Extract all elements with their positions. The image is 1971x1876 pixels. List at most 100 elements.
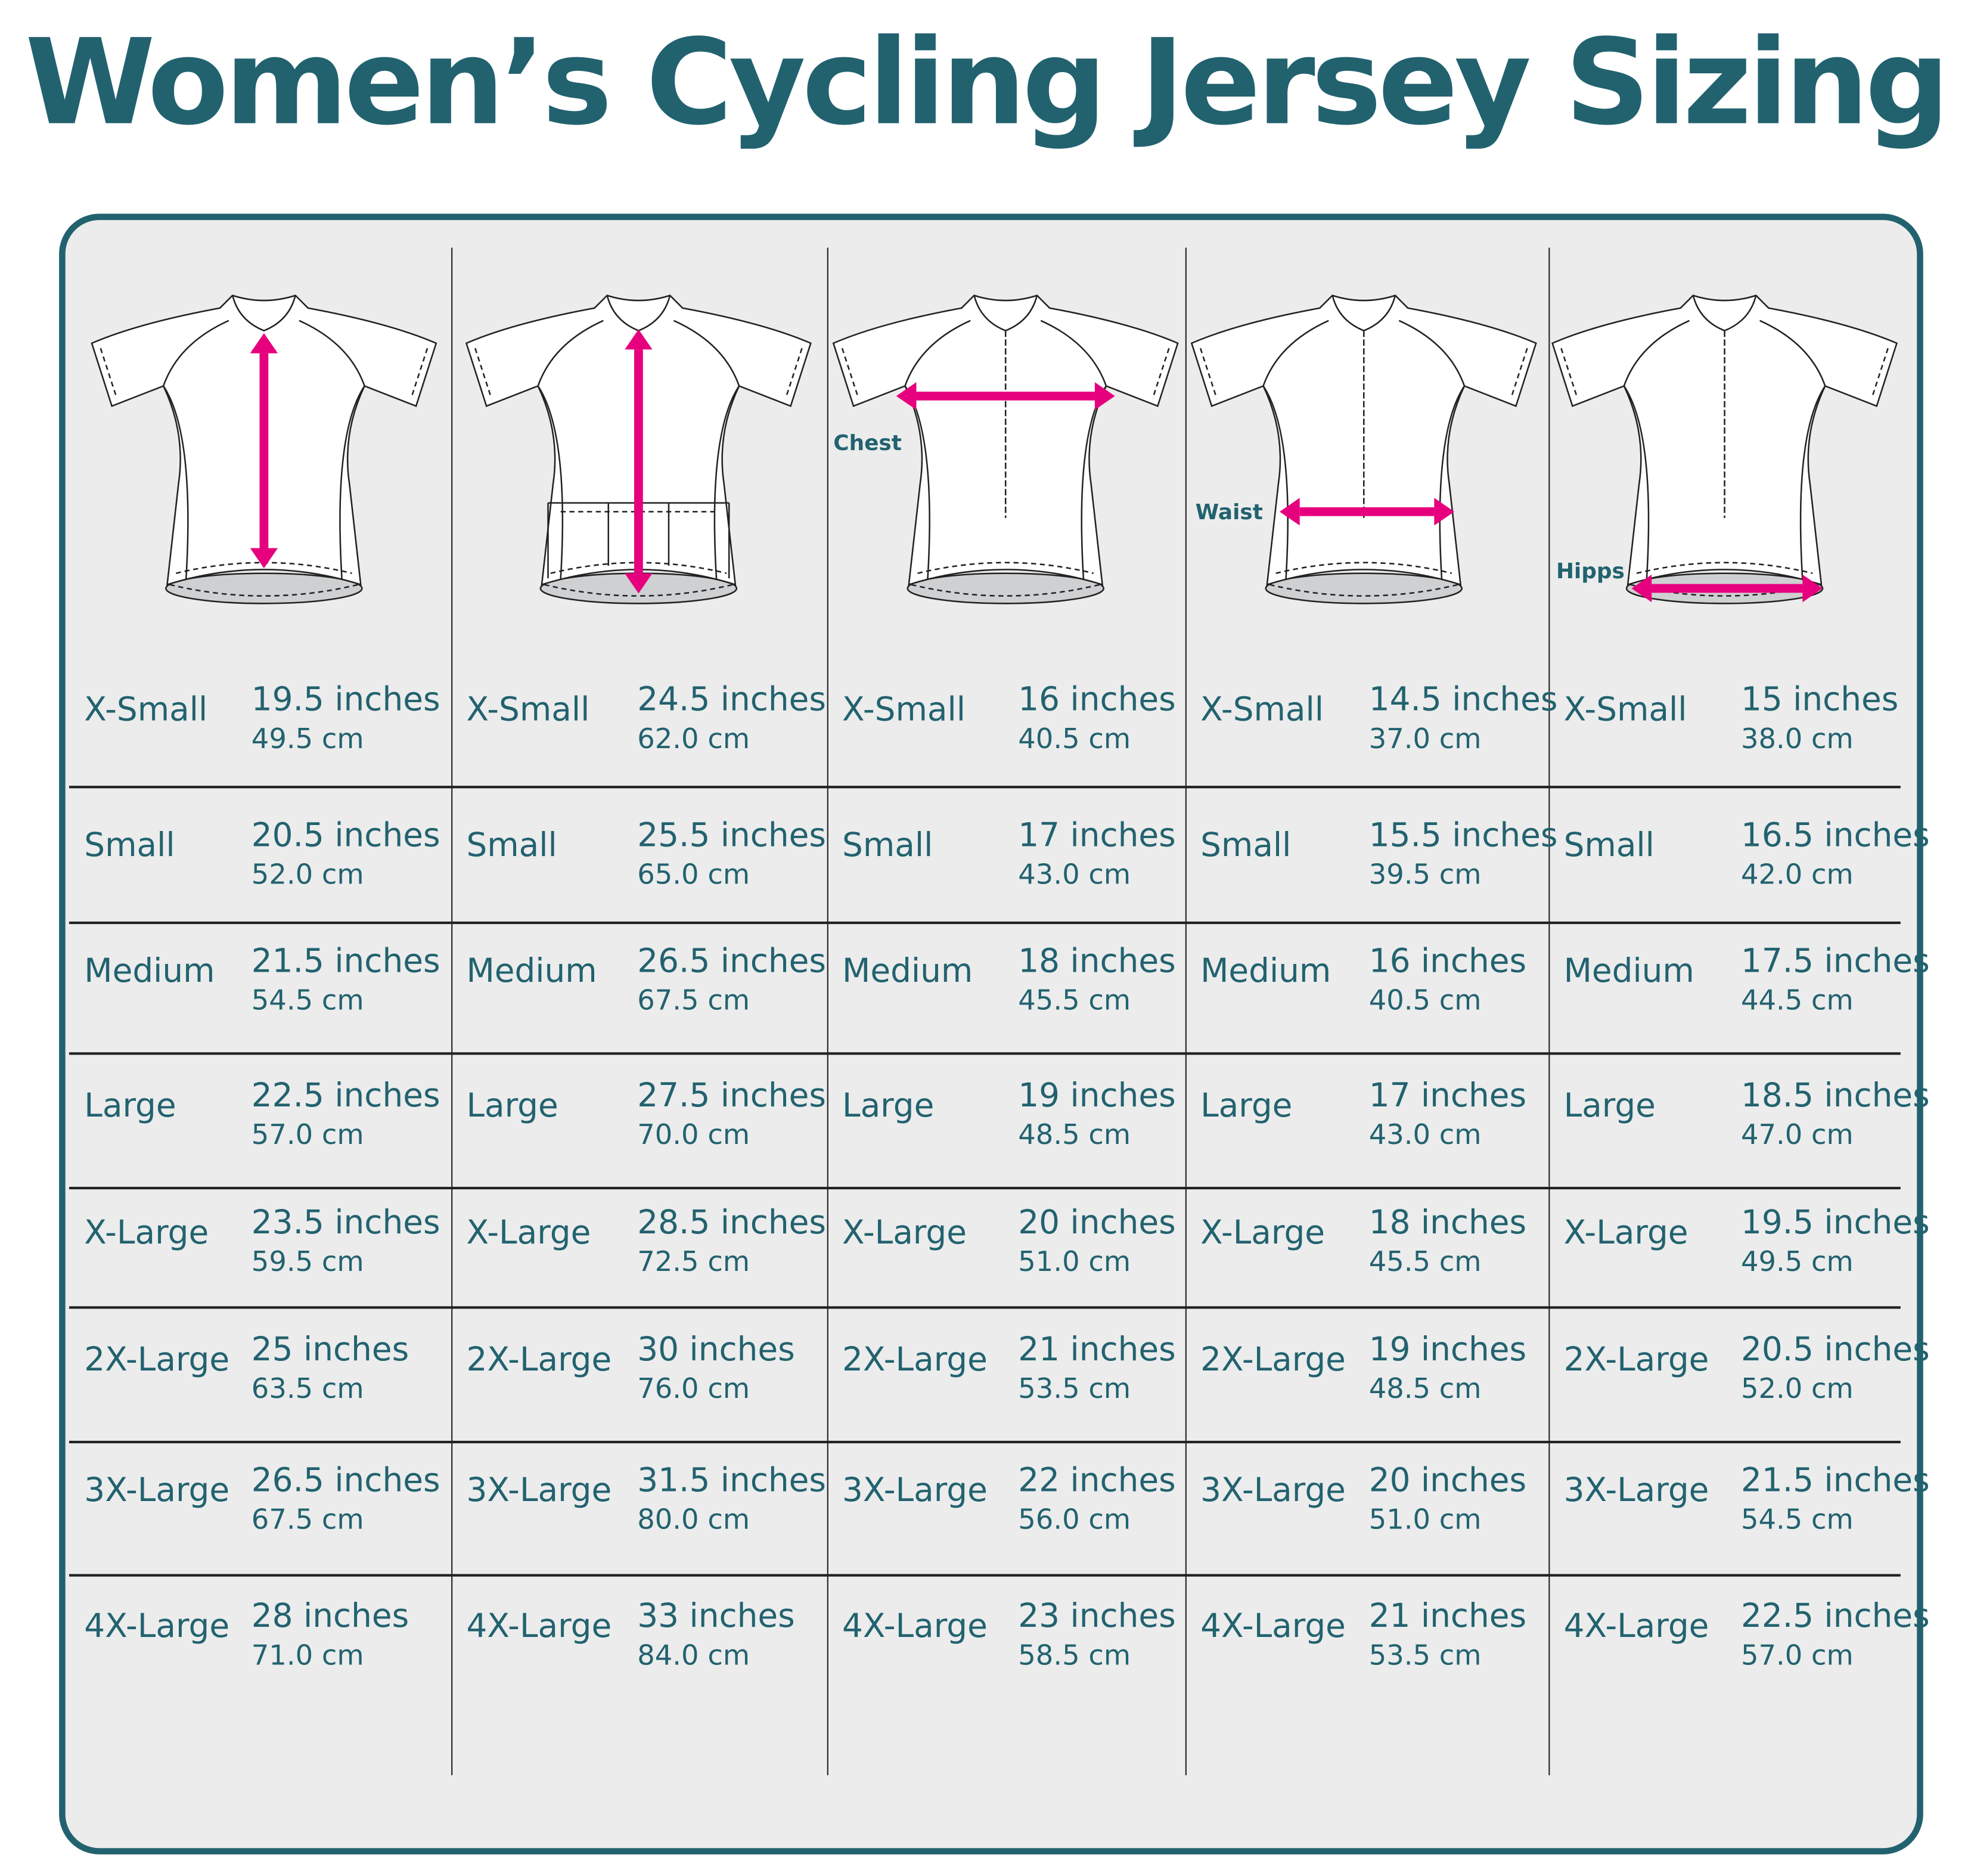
column-divider bbox=[1185, 247, 1187, 1775]
jersey-front-drawing bbox=[1551, 294, 1898, 604]
cm-value: 84.0 cm bbox=[637, 1641, 750, 1672]
cm-value: 37.0 cm bbox=[1368, 724, 1482, 756]
size-label: Large bbox=[842, 1087, 935, 1125]
inches-value: 16 inches bbox=[1368, 942, 1527, 981]
cm-value: 65.0 cm bbox=[637, 860, 750, 892]
size-label: 4X-Large bbox=[1563, 1608, 1709, 1646]
measurement-label: Waist bbox=[1196, 500, 1263, 525]
cm-value: 48.5 cm bbox=[1368, 1374, 1482, 1406]
cm-value: 40.5 cm bbox=[1018, 724, 1131, 756]
size-label: Small bbox=[466, 827, 557, 865]
cm-value: 49.5 cm bbox=[251, 724, 364, 756]
cm-value: 39.5 cm bbox=[1368, 860, 1482, 892]
column-divider bbox=[451, 247, 453, 1775]
cm-value: 67.5 cm bbox=[637, 985, 750, 1018]
inches-value: 20 inches bbox=[1018, 1204, 1176, 1242]
size-label: X-Small bbox=[84, 691, 208, 730]
inches-value: 18 inches bbox=[1368, 1204, 1527, 1242]
cm-value: 76.0 cm bbox=[637, 1374, 750, 1406]
inches-value: 19.5 inches bbox=[1740, 1204, 1930, 1242]
inches-value: 15.5 inches bbox=[1368, 817, 1558, 855]
cm-value: 54.5 cm bbox=[251, 985, 364, 1018]
row-divider bbox=[69, 1306, 1901, 1308]
size-label: X-Large bbox=[1563, 1214, 1688, 1252]
column-divider bbox=[1548, 247, 1551, 1775]
inches-value: 20 inches bbox=[1368, 1462, 1527, 1500]
cm-value: 70.0 cm bbox=[637, 1120, 750, 1152]
size-label: Small bbox=[842, 827, 933, 865]
inches-value: 21.5 inches bbox=[251, 942, 440, 981]
inches-value: 28.5 inches bbox=[637, 1204, 827, 1242]
inches-value: 31.5 inches bbox=[637, 1462, 827, 1500]
chest-arrow bbox=[896, 382, 1115, 410]
inches-value: 16 inches bbox=[1018, 681, 1176, 720]
size-label: X-Large bbox=[1200, 1214, 1326, 1252]
size-label: Large bbox=[1563, 1087, 1656, 1125]
inches-value: 19 inches bbox=[1018, 1077, 1176, 1115]
inches-value: 24.5 inches bbox=[637, 681, 827, 720]
cm-value: 44.5 cm bbox=[1740, 985, 1854, 1018]
size-label: X-Large bbox=[842, 1214, 967, 1252]
size-label: 2X-Large bbox=[842, 1341, 988, 1379]
cm-value: 67.5 cm bbox=[251, 1505, 364, 1537]
cm-value: 48.5 cm bbox=[1018, 1120, 1131, 1152]
row-divider bbox=[69, 1052, 1901, 1055]
back-length-arrow bbox=[625, 329, 653, 594]
length-arrow bbox=[250, 333, 278, 569]
cm-value: 56.0 cm bbox=[1018, 1505, 1131, 1537]
size-label: Medium bbox=[1200, 953, 1331, 991]
inches-value: 20.5 inches bbox=[251, 817, 440, 855]
cm-value: 53.5 cm bbox=[1018, 1374, 1131, 1406]
inches-value: 21 inches bbox=[1368, 1598, 1527, 1636]
inches-value: 25.5 inches bbox=[637, 817, 827, 855]
cm-value: 45.5 cm bbox=[1018, 985, 1131, 1018]
cm-value: 62.0 cm bbox=[637, 724, 750, 756]
cm-value: 42.0 cm bbox=[1740, 860, 1854, 892]
size-label: 3X-Large bbox=[466, 1472, 612, 1510]
inches-value: 30 inches bbox=[637, 1331, 795, 1369]
size-label: 3X-Large bbox=[842, 1472, 988, 1510]
cm-value: 51.0 cm bbox=[1018, 1247, 1131, 1279]
size-label: Small bbox=[84, 827, 175, 865]
size-label: X-Small bbox=[1563, 691, 1687, 730]
inches-value: 17 inches bbox=[1018, 817, 1176, 855]
cm-value: 51.0 cm bbox=[1368, 1505, 1482, 1537]
size-label: 4X-Large bbox=[842, 1608, 988, 1646]
cm-value: 54.5 cm bbox=[1740, 1505, 1854, 1537]
waist-arrow bbox=[1279, 498, 1455, 526]
size-label: 4X-Large bbox=[1200, 1608, 1346, 1646]
size-label: Small bbox=[1563, 827, 1655, 865]
cm-value: 63.5 cm bbox=[251, 1374, 364, 1406]
cm-value: 58.5 cm bbox=[1018, 1641, 1131, 1672]
inches-value: 18.5 inches bbox=[1740, 1077, 1930, 1115]
inches-value: 22.5 inches bbox=[1740, 1598, 1930, 1636]
size-label: Large bbox=[466, 1087, 558, 1125]
size-label: X-Large bbox=[466, 1214, 591, 1252]
inches-value: 17.5 inches bbox=[1740, 942, 1930, 981]
size-label: 2X-Large bbox=[1200, 1341, 1346, 1379]
inches-value: 16.5 inches bbox=[1740, 817, 1930, 855]
cm-value: 57.0 cm bbox=[251, 1120, 364, 1152]
inches-value: 18 inches bbox=[1018, 942, 1176, 981]
inches-value: 21 inches bbox=[1018, 1331, 1176, 1369]
size-label: 3X-Large bbox=[1563, 1472, 1709, 1510]
size-label: Small bbox=[1200, 827, 1292, 865]
size-label: Large bbox=[1200, 1087, 1293, 1125]
column-divider bbox=[827, 247, 829, 1775]
inches-value: 19 inches bbox=[1368, 1331, 1527, 1369]
row-divider bbox=[69, 786, 1901, 788]
inches-value: 20.5 inches bbox=[1740, 1331, 1930, 1369]
size-label: X-Small bbox=[842, 691, 966, 730]
cm-value: 47.0 cm bbox=[1740, 1120, 1854, 1152]
size-label: X-Large bbox=[84, 1214, 209, 1252]
inches-value: 28 inches bbox=[251, 1598, 409, 1636]
size-label: X-Small bbox=[1200, 691, 1324, 730]
size-label: 4X-Large bbox=[84, 1608, 230, 1646]
row-divider bbox=[69, 1440, 1901, 1443]
size-label: Large bbox=[84, 1087, 176, 1125]
cm-value: 45.5 cm bbox=[1368, 1247, 1482, 1279]
cm-value: 59.5 cm bbox=[251, 1247, 364, 1279]
inches-value: 22 inches bbox=[1018, 1462, 1176, 1500]
measurement-label: Hipps bbox=[1556, 559, 1625, 584]
